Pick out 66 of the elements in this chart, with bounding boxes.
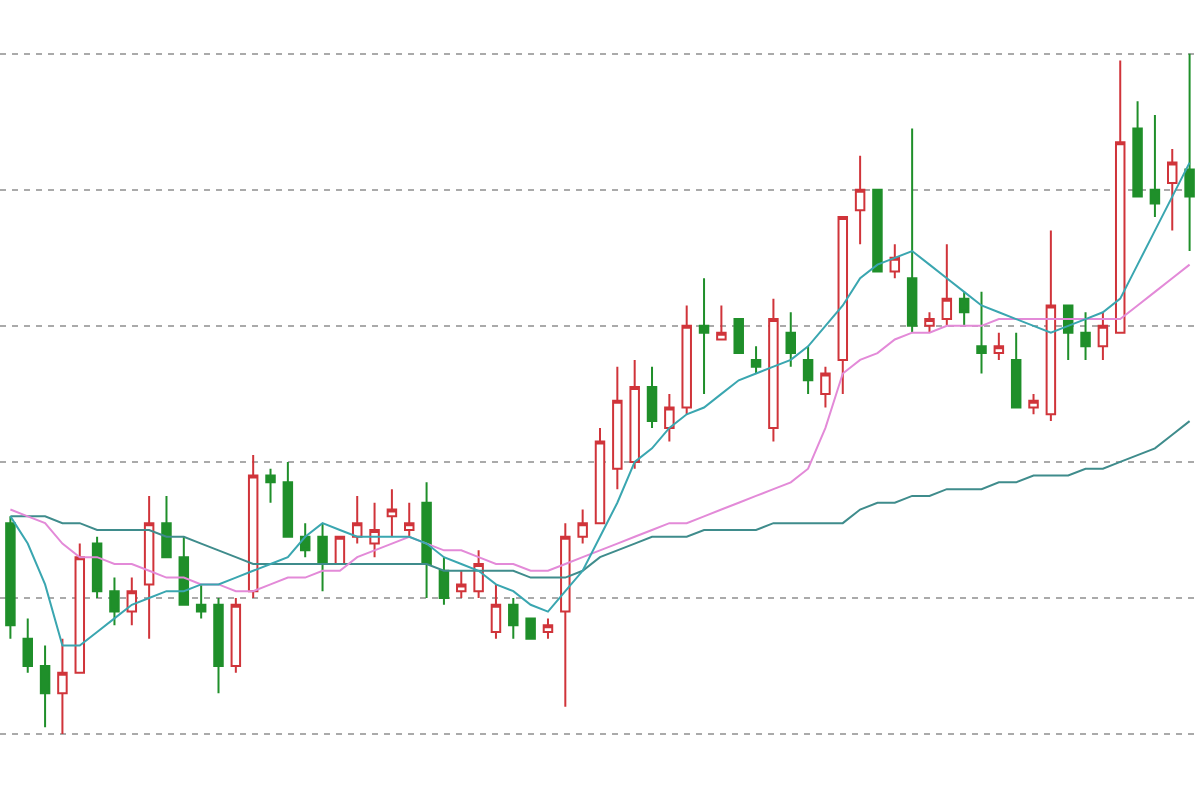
candlestick xyxy=(195,583,207,620)
candlestick xyxy=(1132,100,1143,198)
candlestick xyxy=(1184,52,1195,253)
candlestick xyxy=(976,290,987,375)
candlestick xyxy=(1149,113,1161,219)
candlestick xyxy=(57,637,68,736)
candlestick xyxy=(213,596,224,695)
candlestick xyxy=(74,542,86,674)
candlestick xyxy=(351,494,363,545)
candlestick xyxy=(421,481,432,599)
candlestick xyxy=(508,596,519,640)
candlestick xyxy=(525,617,536,640)
candlestick xyxy=(178,535,190,606)
candlestick xyxy=(1028,392,1039,416)
candlestick xyxy=(716,304,727,341)
candlestick xyxy=(646,365,658,429)
candlestick xyxy=(1045,229,1057,423)
candlestick xyxy=(802,345,814,395)
candlestick xyxy=(629,358,640,470)
candlestick xyxy=(612,365,623,491)
candlestick xyxy=(577,508,588,545)
candlestick xyxy=(542,617,554,640)
candlestick xyxy=(230,596,242,674)
candlestick xyxy=(733,318,744,355)
candlestick xyxy=(282,460,294,538)
candlestick xyxy=(785,311,796,368)
candlestick xyxy=(560,522,571,708)
candlestick xyxy=(126,576,138,627)
candlestick xyxy=(1114,59,1126,334)
candlestick xyxy=(265,467,276,504)
candlestick xyxy=(837,216,849,395)
candlestick xyxy=(456,569,467,599)
candlestick xyxy=(906,127,918,334)
candlestick xyxy=(681,304,692,416)
candlestick xyxy=(22,617,33,674)
candlestick xyxy=(889,243,901,280)
candlestick xyxy=(109,576,120,627)
candlestick xyxy=(91,535,103,599)
candlestick xyxy=(143,494,155,640)
candlestick xyxy=(993,331,1005,361)
candlestick xyxy=(872,188,883,273)
candlestick xyxy=(664,392,675,443)
candlestick xyxy=(924,311,935,334)
candlestick xyxy=(473,549,484,599)
candlestick xyxy=(1167,147,1178,232)
candlestick xyxy=(698,277,710,395)
candlestick xyxy=(317,522,328,593)
candlestick xyxy=(854,154,866,246)
candlestick xyxy=(386,488,398,538)
candlestick xyxy=(820,365,831,409)
candlestick xyxy=(594,426,606,525)
candlestick xyxy=(161,494,172,559)
candlestick xyxy=(958,290,970,327)
candlestick xyxy=(750,345,762,375)
candlestick xyxy=(941,243,953,327)
candlestick xyxy=(247,454,259,599)
candlestick xyxy=(490,583,502,640)
candlestick xyxy=(5,515,16,640)
candlestick xyxy=(404,501,415,538)
candlestick xyxy=(39,644,51,729)
candlestick xyxy=(1010,331,1022,409)
candlestick xyxy=(369,501,380,559)
candlestick xyxy=(768,297,779,443)
candlestick xyxy=(438,556,450,606)
candlestick xyxy=(1080,311,1091,361)
candlestick xyxy=(1097,311,1109,361)
